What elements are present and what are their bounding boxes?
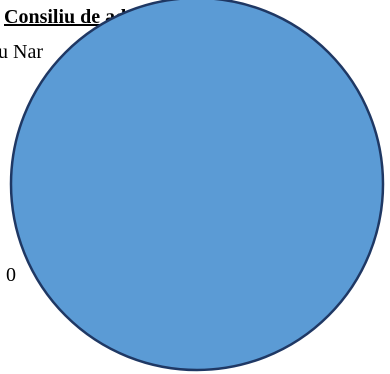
blue-circle-shape[interactable] <box>11 0 383 370</box>
